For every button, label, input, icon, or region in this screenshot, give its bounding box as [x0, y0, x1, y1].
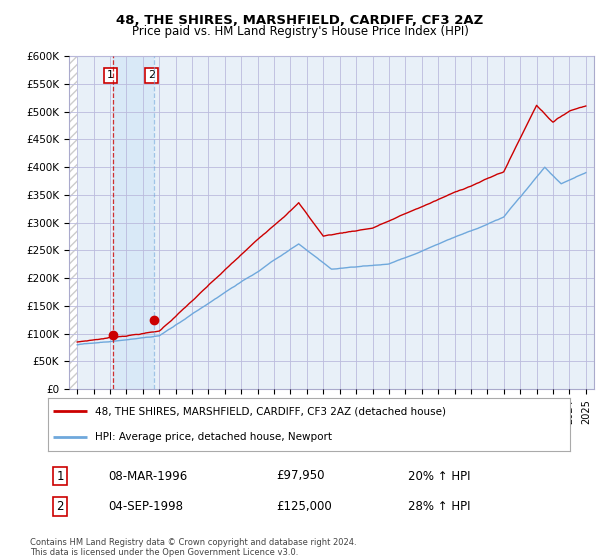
Text: 20% ↑ HPI: 20% ↑ HPI	[408, 469, 470, 483]
Text: £125,000: £125,000	[276, 500, 332, 514]
Bar	[113, 56, 154, 389]
Text: 48, THE SHIRES, MARSHFIELD, CARDIFF, CF3 2AZ: 48, THE SHIRES, MARSHFIELD, CARDIFF, CF3…	[116, 14, 484, 27]
Text: HPI: Average price, detached house, Newport: HPI: Average price, detached house, Newp…	[95, 432, 332, 442]
Text: 1: 1	[56, 469, 64, 483]
Text: 48, THE SHIRES, MARSHFIELD, CARDIFF, CF3 2AZ (detached house): 48, THE SHIRES, MARSHFIELD, CARDIFF, CF3…	[95, 407, 446, 417]
Text: £97,950: £97,950	[276, 469, 325, 483]
Text: 28% ↑ HPI: 28% ↑ HPI	[408, 500, 470, 514]
Text: Price paid vs. HM Land Registry's House Price Index (HPI): Price paid vs. HM Land Registry's House …	[131, 25, 469, 38]
Text: 2: 2	[56, 500, 64, 514]
Text: 1: 1	[107, 71, 114, 81]
Text: 04-SEP-1998: 04-SEP-1998	[108, 500, 183, 514]
Text: Contains HM Land Registry data © Crown copyright and database right 2024.
This d: Contains HM Land Registry data © Crown c…	[30, 538, 356, 557]
Bar	[69, 56, 77, 389]
Text: 08-MAR-1996: 08-MAR-1996	[108, 469, 187, 483]
Text: 2: 2	[148, 71, 155, 81]
